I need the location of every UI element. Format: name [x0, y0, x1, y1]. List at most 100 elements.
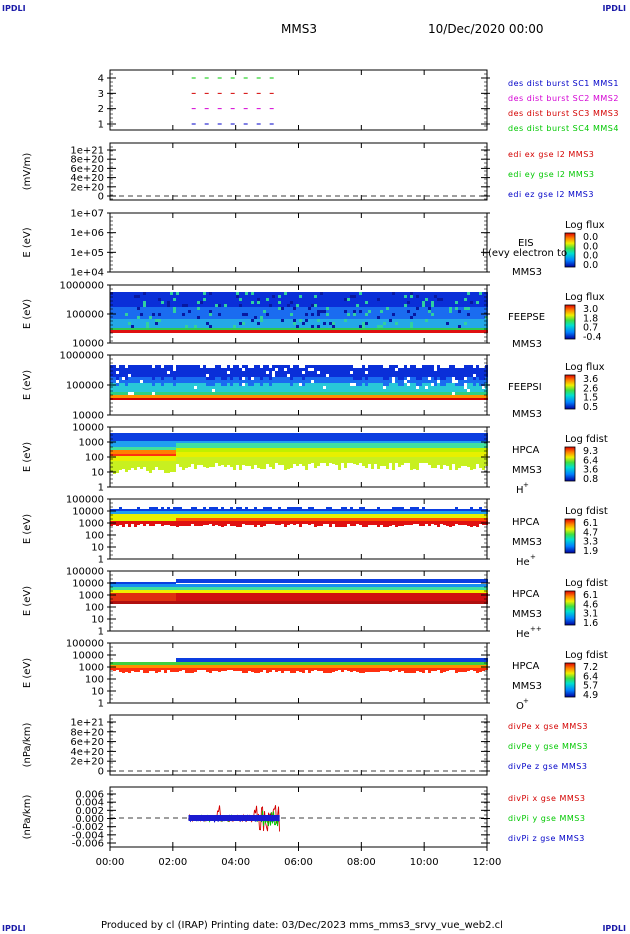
spectrogram-cell — [212, 392, 215, 395]
spectrogram-cell — [392, 433, 395, 441]
spectrogram-cell — [257, 452, 260, 457]
spectrogram-cell — [395, 368, 398, 371]
spectrogram-cell — [239, 518, 242, 521]
spectrogram-cell — [248, 392, 251, 395]
spectrogram-cell — [113, 395, 116, 398]
spectrogram-cell — [461, 328, 464, 330]
spectrogram-cell — [188, 316, 191, 319]
spectrogram-cell — [476, 368, 479, 371]
spectrogram-cell — [476, 298, 479, 301]
spectrogram-cell — [464, 386, 467, 389]
spectrogram-cell — [281, 330, 284, 333]
spectrogram-cell — [353, 325, 356, 328]
spectrogram-cell — [227, 452, 230, 457]
spectrogram-cell — [401, 292, 404, 295]
spectrogram-cell — [296, 316, 299, 319]
spectrogram-cell — [203, 448, 206, 452]
spectrogram-cell — [251, 518, 254, 521]
spectrogram-cell — [215, 514, 218, 518]
spectrogram-cell — [287, 313, 290, 316]
spectrogram-cell — [113, 398, 116, 400]
spectrogram-cell — [134, 316, 137, 319]
spectrogram-cell — [191, 330, 194, 333]
spectrogram-cell — [176, 371, 179, 374]
spectrogram-cell — [293, 313, 296, 316]
spectrogram-cell — [275, 313, 278, 316]
spectrogram-cell — [299, 328, 302, 330]
spectrogram-cell — [314, 310, 317, 313]
spectrogram-cell — [122, 514, 125, 518]
spectrogram-cell — [158, 374, 161, 377]
spectrogram-cell — [263, 443, 266, 448]
spectrogram-cell — [353, 521, 356, 526]
spectrogram-cell — [410, 368, 413, 371]
spectrogram-cell — [362, 448, 365, 452]
spectrogram-cell — [155, 507, 158, 511]
spectrogram-cell — [332, 319, 335, 322]
spectrogram-cell — [329, 386, 332, 389]
spectrogram-cell — [224, 371, 227, 374]
spectrogram-cell — [173, 328, 176, 330]
spectrogram-cell — [167, 395, 170, 398]
spectrogram-cell — [206, 521, 209, 525]
spectrogram-cell — [176, 514, 179, 518]
spectrogram-cell — [212, 443, 215, 448]
spectrogram-cell — [347, 457, 350, 463]
spectrogram-cell — [245, 368, 248, 371]
spectrogram-cell — [173, 330, 176, 333]
spectrogram-cell — [128, 295, 131, 298]
spectrogram-cell — [473, 310, 476, 313]
spectrogram-cell — [209, 325, 212, 328]
spectrogram-cell — [203, 395, 206, 398]
spectrogram-cell — [215, 319, 218, 322]
spectrogram-cell — [209, 511, 212, 514]
spectrogram-cell — [128, 316, 131, 319]
spectrogram-cell — [113, 514, 116, 518]
spectrogram-cell — [353, 386, 356, 389]
spectrogram-cell — [311, 433, 314, 441]
spectrogram-cell — [311, 383, 314, 386]
spectrogram-cell — [476, 304, 479, 307]
spectrogram-cell — [182, 443, 185, 448]
spectrogram-cell — [266, 457, 269, 464]
spectrogram-cell — [398, 304, 401, 307]
spectrogram-cell — [359, 368, 362, 371]
spectrogram-cell — [341, 325, 344, 328]
spectrogram-cell — [302, 301, 305, 304]
spectrogram-cell — [467, 383, 470, 386]
spectrogram-cell — [287, 371, 290, 374]
spectrogram-cell — [449, 457, 452, 470]
spectrogram-cell — [380, 292, 383, 295]
spectrogram-cell — [377, 452, 380, 457]
spectrogram-cell — [239, 307, 242, 310]
spectrogram-cell — [401, 325, 404, 328]
spectrogram-cell — [257, 521, 260, 525]
spectrogram-cell — [245, 392, 248, 395]
spectrogram-cell — [125, 301, 128, 304]
spectrogram-cell — [461, 392, 464, 395]
spectrogram-cell — [374, 383, 377, 386]
spectrogram-cell — [383, 448, 386, 452]
spectrogram-cell — [284, 368, 287, 371]
spectrogram-cell — [263, 452, 266, 457]
spectrogram-cell — [293, 398, 296, 400]
spectrogram-cell — [320, 365, 323, 368]
spectrogram-cell — [326, 301, 329, 304]
spectrogram-cell — [341, 307, 344, 310]
spectrogram-cell — [149, 386, 152, 389]
spectrogram-cell — [362, 514, 365, 518]
spectrogram-cell — [275, 301, 278, 304]
spectrogram-cell — [284, 377, 287, 380]
spectrogram-cell — [452, 328, 455, 330]
spectrogram-cell — [254, 398, 257, 400]
spectrogram-cell — [245, 443, 248, 448]
spectrogram-cell — [254, 511, 257, 514]
spectrogram-cell — [134, 450, 137, 454]
spectrogram-cell — [158, 461, 161, 470]
spectrogram-cell — [284, 386, 287, 389]
spectrogram-cell — [242, 371, 245, 374]
spectrogram-cell — [263, 365, 266, 368]
spectrogram-cell — [125, 322, 128, 325]
spectrogram-cell — [257, 365, 260, 368]
spectrogram-cell — [395, 325, 398, 328]
